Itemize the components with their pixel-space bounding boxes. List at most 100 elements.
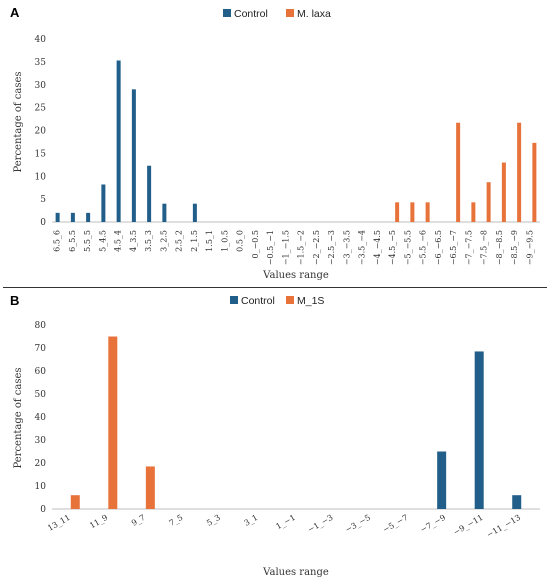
panel-a-bar-control (55, 212, 60, 222)
panel-a-xtick-label: 3_2.5 (159, 230, 168, 252)
legend-b-treatment-swatch (286, 296, 294, 304)
panel-b-xlabel: Values range (262, 567, 329, 578)
panel-a-xtick-label: −4.5_−5 (388, 230, 397, 265)
legend-a-treatment-swatch (286, 9, 294, 17)
panel-a-xtick-label: −4_−4.5 (373, 230, 382, 265)
panel-a-letter: A (10, 5, 20, 20)
panel-b-ylabel: Percentage of cases (13, 367, 24, 468)
panel-a-bar-control (101, 184, 106, 222)
panel-a-xtick-label: 5.5_5 (83, 230, 92, 252)
panel-b-bar-control (512, 495, 522, 509)
legend-a-control-swatch (223, 9, 231, 17)
panel-a-xtick-label: 4_3.5 (129, 230, 138, 252)
panel-b-xtick-label: −5_−7 (381, 513, 409, 535)
panel-a-bar-treatment (410, 202, 415, 222)
panel-a-ytick-label: 30 (35, 81, 47, 91)
panel-a-bar-treatment (517, 122, 522, 222)
panel-a-bar-treatment (471, 202, 476, 222)
panel-a-xtick-label: −9_−9.5 (525, 230, 534, 265)
panel-a-xtick-label: −8.5_−9 (510, 230, 519, 265)
panel-a-xtick-label: −7_−7.5 (464, 230, 473, 265)
panel-a-bar-treatment (456, 122, 461, 222)
panel-b-bar-control (437, 451, 447, 509)
panel-a-ytick-label: 20 (35, 127, 47, 137)
panel-a-bar-treatment (395, 202, 400, 222)
panel-a-ytick-label: 35 (35, 58, 47, 68)
panel-a-bar-control (162, 203, 167, 222)
panel-a-xtick-label: −8_−8.5 (495, 230, 504, 265)
panel-b-ytick-label: 70 (35, 344, 47, 354)
panel-a-xtick-label: 2_1.5 (190, 230, 199, 252)
panel-a-xtick-label: −3_−3.5 (342, 230, 351, 265)
panel-a-xtick-label: −3.5_−4 (358, 230, 367, 265)
panel-a-ytick-label: 40 (35, 35, 47, 45)
legend-b-control-label: Control (241, 295, 275, 307)
panel-a-xtick-label: −7.5_−8 (480, 230, 489, 265)
panel-a-bar-treatment (501, 162, 506, 222)
panel-b-xtick-label: 7_5 (168, 513, 185, 528)
panel-b-xtick-label: −11_−13 (485, 513, 522, 540)
panel-a-bar-control (70, 212, 75, 222)
panel-a-legend: Control M. laxa (223, 8, 331, 20)
panel-a-xlabel: Values range (262, 270, 329, 281)
panel-a-xtick-label: 1_0.5 (220, 230, 229, 252)
panel-a-xtick-label: −5_−5.5 (403, 230, 412, 265)
panel-b-xtick-label: 13_11 (46, 513, 72, 533)
panel-a-xtick-label: −0.5_−1 (266, 230, 275, 265)
panel-a-xtick-label: −1.5_−2 (297, 230, 306, 265)
panel-a-bar-treatment (425, 202, 430, 222)
panel-a-ytick-label: 5 (40, 195, 46, 205)
panel-a-plot: 0 5 10 15 20 25 30 35 40 6.5_6 6_5.5 5.5_5 5_4.5 4.5_… (35, 35, 540, 265)
panel-a-xtick-label: −6_−6.5 (434, 230, 443, 265)
panel-a-xtick-label: −2_−2.5 (312, 230, 321, 265)
panel-a-xtick-label: 0.5_0 (236, 230, 245, 252)
panel-b-xtick-label: 1_−1 (274, 513, 297, 531)
panel-a-xtick-label: 6.5_6 (53, 230, 62, 252)
panel-b-xtick-label: −9_−11 (452, 513, 485, 537)
panel-a-xtick-label: 2.5_2 (175, 230, 184, 252)
panel-a-ytick-label: 10 (35, 172, 47, 182)
panel-a-xtick-label: 1.5_1 (205, 230, 214, 252)
panel-b-xtick-label: 5_3 (205, 513, 222, 528)
panel-b-ytick-label: 30 (35, 436, 47, 446)
panel-a-xtick-label: 5_4.5 (98, 230, 107, 252)
panel-b-xtick-label: −7_−9 (419, 513, 447, 535)
panel-a-bar-control (116, 60, 121, 222)
panel-a: A Control M. laxa 0 5 10 15 20 25 30 35 40 6.5_6 6… (10, 5, 540, 281)
panel-a-ytick-label: 25 (35, 104, 47, 114)
panel-b-ytick-label: 40 (35, 413, 47, 423)
panel-b-ytick-label: 60 (35, 367, 47, 377)
legend-a-control-label: Control (234, 8, 268, 20)
panel-a-ylabel: Percentage of cases (13, 71, 24, 172)
panel-b-plot: 0 10 20 30 40 50 60 70 80 13_11 11_9 9_7 7_5 5_3 3_1 1_… (35, 321, 540, 540)
panel-a-bar-control (147, 165, 152, 222)
panel-a-ytick-label: 0 (40, 218, 46, 228)
panel-a-ytick-label: 15 (35, 149, 47, 159)
panel-a-xtick-label: 3.5_3 (144, 230, 153, 252)
panel-b-ytick-label: 80 (35, 321, 47, 331)
panel-b-xtick-label: 11_9 (88, 513, 109, 530)
panel-b-xtick-label: −1_−3 (306, 513, 334, 535)
legend-b-treatment-label: M_1S (297, 295, 324, 307)
panel-b-bar-treatment (108, 336, 118, 509)
panel-b-letter: B (10, 293, 19, 308)
panel-a-xtick-label: −6.5_−7 (449, 230, 458, 265)
panel-b-ytick-label: 0 (40, 505, 46, 515)
panel-a-xtick-label: −2.5_−3 (327, 230, 336, 265)
panel-a-xtick-label: −1_−1.5 (281, 230, 290, 265)
panel-a-bar-treatment (532, 142, 537, 222)
panel-b-ytick-label: 20 (35, 459, 47, 469)
panel-a-xtick-label: 0_−0.5 (251, 230, 260, 259)
panel-a-bar-treatment (486, 182, 491, 222)
panel-b-bar-treatment (70, 495, 80, 509)
legend-a-treatment-label: M. laxa (297, 8, 331, 20)
panel-b-xtick-label: 9_7 (130, 513, 147, 528)
panel-a-bar-control (86, 212, 91, 222)
legend-b-control-swatch (230, 296, 238, 304)
panel-b-legend: Control M_1S (230, 295, 324, 307)
panel-b-bar-treatment (145, 466, 155, 509)
panel-b-ytick-label: 10 (35, 482, 47, 492)
panel-a-bar-control (131, 89, 136, 222)
panel-a-bar-control (192, 203, 197, 222)
